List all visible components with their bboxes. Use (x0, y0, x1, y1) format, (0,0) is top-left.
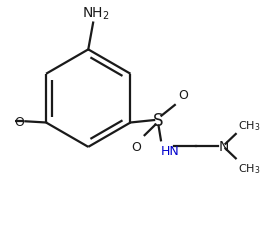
Text: HN: HN (161, 145, 180, 158)
Text: O: O (14, 115, 24, 128)
Text: CH$_3$: CH$_3$ (238, 161, 260, 175)
Text: S: S (153, 112, 164, 130)
Text: N: N (218, 140, 229, 153)
Text: CH$_3$: CH$_3$ (238, 118, 260, 132)
Text: O: O (178, 89, 188, 102)
Text: NH$_2$: NH$_2$ (82, 6, 109, 22)
Text: methoxy: methoxy (0, 121, 6, 122)
Text: O: O (131, 140, 141, 153)
